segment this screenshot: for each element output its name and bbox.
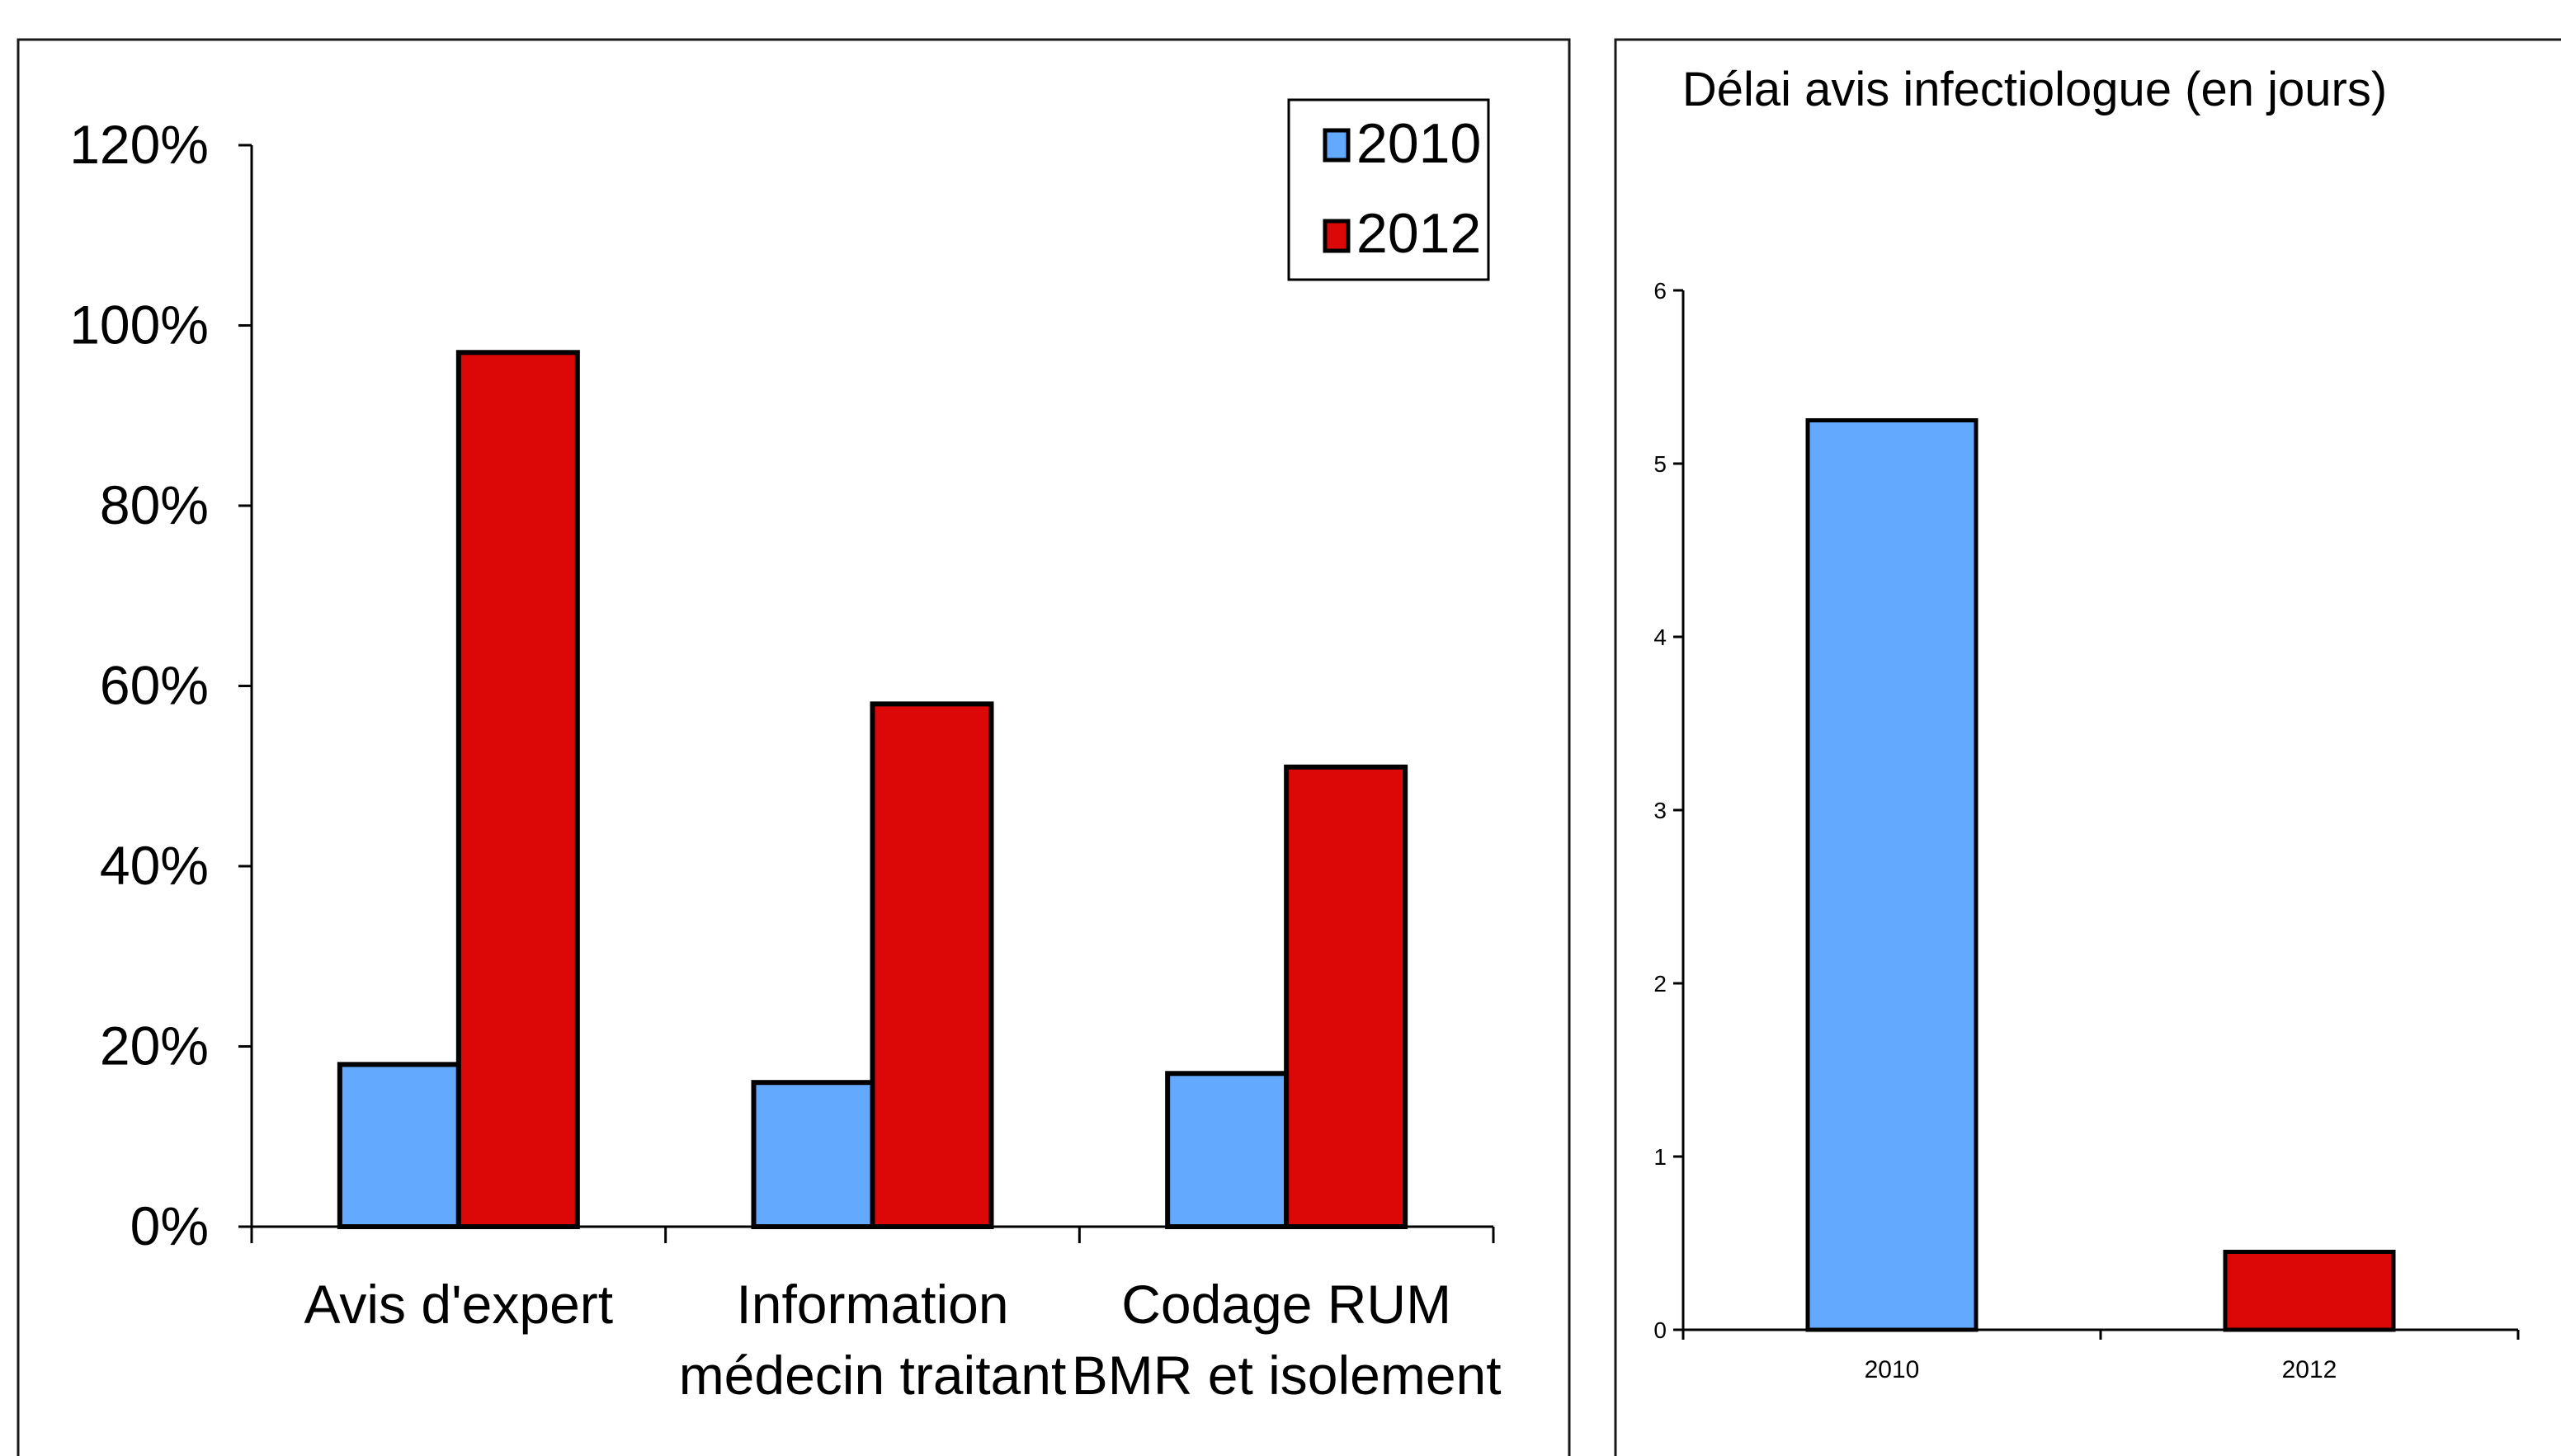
- left-bars: [337, 350, 1408, 1230]
- right-category-label: 2012: [2282, 1356, 2337, 1383]
- left-x-ticks: [250, 1227, 1495, 1243]
- right-x-ticks: [1681, 1330, 2520, 1340]
- right-chart-frame: [1614, 38, 2561, 1456]
- left-y-tick-label: 120%: [69, 114, 209, 175]
- right-plot-area: 0 1 2 3 4 5 6 2010 2012: [1653, 278, 2520, 1383]
- left-y-tick-label: 20%: [100, 1015, 209, 1077]
- legend-swatch-2010: [1323, 128, 1351, 163]
- left-category-labels: Avis d'expert Information médecin traitant…: [304, 1274, 1502, 1406]
- left-y-tick-label: 0%: [130, 1195, 209, 1256]
- left-y-tick-label: 100%: [69, 294, 209, 356]
- left-category-label: Avis d'expert: [304, 1274, 614, 1335]
- bar-2010-0: [337, 1062, 461, 1229]
- bar-2010-1: [751, 1080, 875, 1229]
- legend-box: [1287, 98, 1490, 281]
- right-chart-panel: Délai avis infectiologue (en jours) 0 1 2 3…: [1614, 38, 2561, 1456]
- left-chart-panel: 0% 20% 40% 60% 80% 100% 120% Avis d'expert Info…: [17, 38, 1571, 1456]
- left-category-label: Information: [736, 1274, 1008, 1335]
- bar-2012-1: [870, 701, 994, 1229]
- right-chart-title: Délai avis infectiologue (en jours): [1682, 63, 2387, 116]
- legend-label-2012: 2012: [1356, 202, 1481, 265]
- legend-swatch-2012: [1323, 219, 1351, 253]
- bar-2012-2: [1284, 764, 1408, 1229]
- left-y-tick-label: 40%: [100, 835, 209, 896]
- bar-2012-0: [455, 350, 580, 1229]
- left-y-tick-label: 80%: [100, 474, 209, 535]
- bar-2012: [2223, 1250, 2396, 1332]
- right-y-tick-label: 5: [1653, 451, 1667, 477]
- left-y-tick-label: 60%: [100, 655, 209, 716]
- right-y-tick-label: 2: [1653, 971, 1667, 997]
- right-y-ticks: 0 1 2 3 4 5 6: [1653, 278, 1683, 1343]
- right-category-labels: 2010 2012: [1865, 1356, 2337, 1383]
- right-y-tick-label: 6: [1653, 278, 1667, 304]
- right-y-tick-label: 1: [1653, 1144, 1667, 1170]
- bar-2010-2: [1165, 1071, 1290, 1230]
- left-category-label: médecin traitant: [679, 1345, 1067, 1406]
- left-y-ticks: 0% 20% 40% 60% 80% 100% 120%: [69, 114, 252, 1256]
- right-y-tick-label: 3: [1653, 798, 1667, 823]
- right-bars: [1805, 418, 2396, 1332]
- right-category-label: 2010: [1865, 1356, 1920, 1383]
- right-y-tick-label: 0: [1653, 1317, 1667, 1343]
- legend-label-2010: 2010: [1356, 112, 1481, 175]
- left-category-label: BMR et isolement: [1072, 1345, 1502, 1406]
- right-y-tick-label: 4: [1653, 624, 1667, 650]
- bar-2010: [1805, 418, 1979, 1332]
- left-legend: 2010 2012: [1287, 98, 1490, 281]
- left-category-label: Codage RUM: [1121, 1274, 1451, 1335]
- left-plot-area: 0% 20% 40% 60% 80% 100% 120% Avis d'expert Info…: [69, 114, 1501, 1406]
